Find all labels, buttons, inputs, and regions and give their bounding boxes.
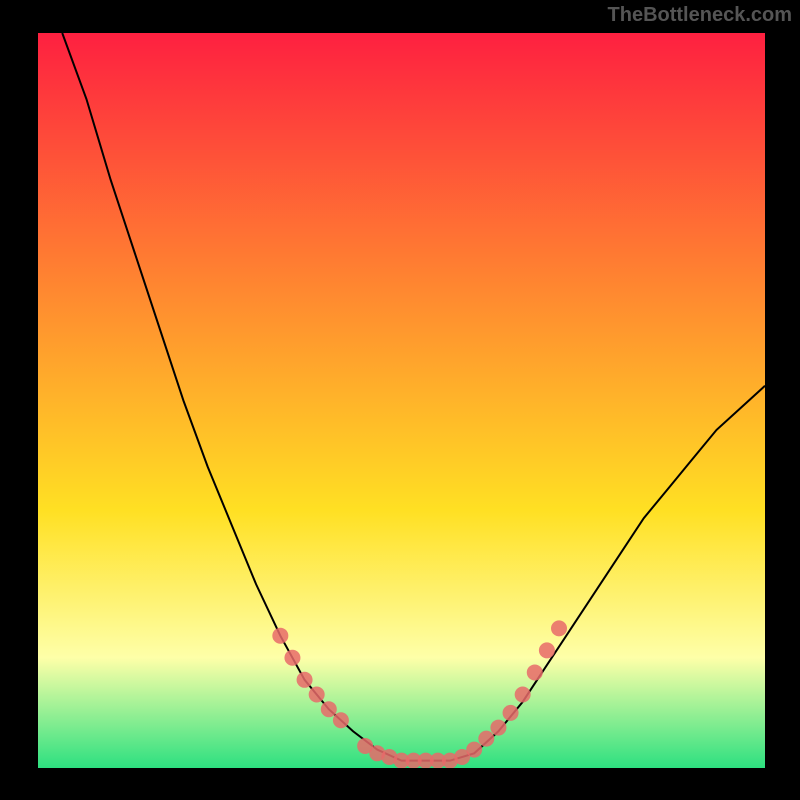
data-marker bbox=[297, 672, 313, 688]
data-marker bbox=[272, 628, 288, 644]
data-marker bbox=[466, 742, 482, 758]
data-marker bbox=[551, 620, 567, 636]
data-marker bbox=[503, 705, 519, 721]
data-marker bbox=[527, 664, 543, 680]
data-marker bbox=[284, 650, 300, 666]
marker-group bbox=[272, 620, 567, 768]
chart-svg bbox=[38, 33, 765, 768]
data-marker bbox=[490, 720, 506, 736]
data-marker bbox=[321, 701, 337, 717]
bottleneck-curve bbox=[62, 33, 765, 761]
watermark-text: TheBottleneck.com bbox=[608, 4, 792, 27]
data-marker bbox=[333, 712, 349, 728]
data-marker bbox=[515, 687, 531, 703]
plot-area bbox=[38, 33, 765, 768]
data-marker bbox=[539, 642, 555, 658]
data-marker bbox=[478, 731, 494, 747]
data-marker bbox=[309, 687, 325, 703]
